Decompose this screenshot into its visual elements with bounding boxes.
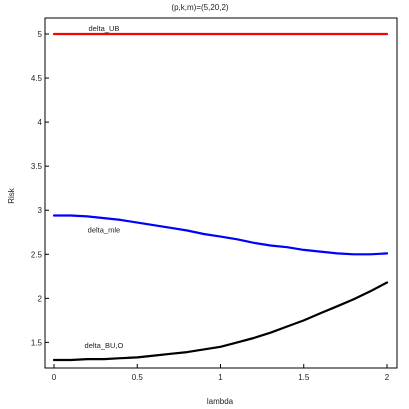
series-annotations: delta_UB delta_mle delta_BU,O: [85, 24, 124, 350]
y-tick-label: 3.5: [31, 162, 43, 171]
chart-title: (p,k,m)=(5,20,2): [171, 3, 228, 12]
y-tick-label: 4: [38, 118, 43, 127]
series-line-delta-mle: [52, 214, 389, 256]
series-annotation: delta_BU,O: [85, 341, 124, 350]
y-tick-label: 1.5: [31, 338, 43, 347]
y-tick-label: 5: [38, 30, 43, 39]
y-tick-label: 3: [38, 206, 43, 215]
series-line-delta-bu-o: [52, 281, 389, 362]
x-tick-label: 2: [385, 373, 390, 382]
y-axis-label: Risk: [7, 187, 16, 204]
x-tick-label: 1: [218, 373, 223, 382]
y-tick-label: 4.5: [31, 74, 43, 83]
axis-ticks: 0 0.5 1 1.5 2 1.5 2 2.5 3 3.5 4 4.5 5: [31, 30, 390, 382]
series-annotation: delta_mle: [88, 226, 121, 235]
y-tick-label: 2: [38, 294, 43, 303]
y-tick-label: 2.5: [31, 250, 43, 259]
series-lines: [52, 32, 389, 362]
x-tick-label: 1.5: [298, 373, 310, 382]
x-axis-label: lambda: [207, 397, 234, 406]
x-tick-label: 0.5: [132, 373, 144, 382]
x-tick-label: 0: [52, 373, 57, 382]
series-annotation: delta_UB: [89, 24, 120, 33]
